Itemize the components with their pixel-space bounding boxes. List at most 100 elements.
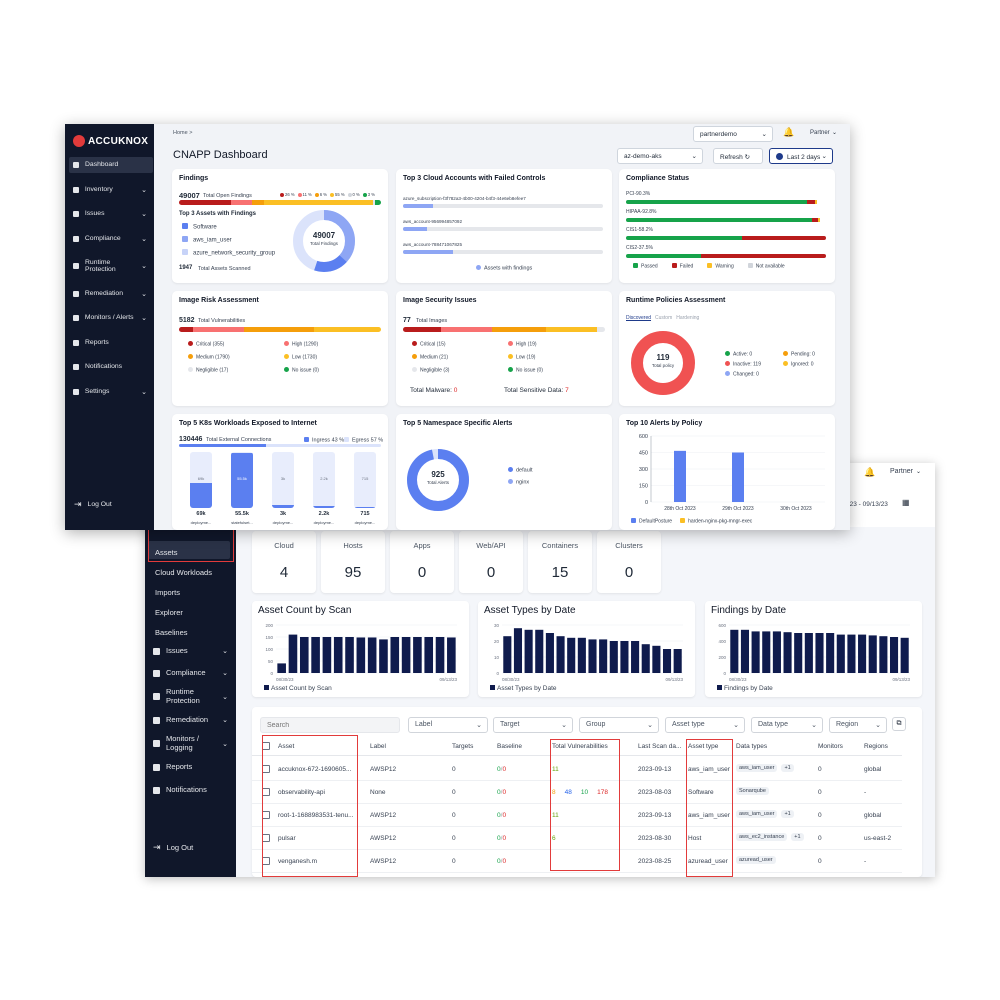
logout-icon: ⇥ bbox=[153, 841, 161, 852]
stat-value: 0 bbox=[417, 564, 427, 581]
filter-label[interactable]: Label ⌄ bbox=[408, 717, 488, 733]
user-menu[interactable]: Partner bbox=[810, 130, 830, 136]
sidebar-item-monitors-alerts[interactable]: Monitors / Alerts ⌄ bbox=[69, 310, 153, 326]
sidebar-subitem-imports[interactable]: Imports bbox=[155, 587, 181, 597]
sidebar-item-reports[interactable]: Reports bbox=[145, 756, 236, 778]
table-row[interactable]: pulsar AWSP12 0 0/0 6 2023-08-30 Host aws_ec2_i… bbox=[252, 828, 902, 850]
search-input[interactable] bbox=[260, 717, 400, 733]
filter-target[interactable]: Target ⌄ bbox=[493, 717, 573, 733]
table-row[interactable]: accuknox-672-1690605... AWSP12 0 0/0 11 2023-… bbox=[252, 759, 902, 781]
stat-card-apps[interactable]: Apps 0 bbox=[390, 531, 454, 593]
mini-bar-chart: 30 20 10 008/30/23 09/13/23 Asset Types by Da… bbox=[490, 623, 683, 692]
asset-name[interactable]: observability-api bbox=[278, 789, 325, 796]
row-checkbox[interactable] bbox=[262, 857, 270, 865]
column-header[interactable]: Asset type bbox=[688, 743, 719, 750]
filter-asset-type[interactable]: Asset type ⌄ bbox=[665, 717, 745, 733]
sidebar-item-remediation[interactable]: Remediation ⌄ bbox=[145, 709, 236, 731]
table-row[interactable]: observability-api None 0 0/0 8 48 10 178 2023-08… bbox=[252, 782, 902, 804]
runtime-tab-discovered[interactable]: Discovered bbox=[626, 315, 652, 321]
cluster-select[interactable]: az-demo-aks ⌄ bbox=[617, 148, 703, 164]
sidebar-subitem-assets[interactable]: Assets bbox=[155, 547, 178, 557]
user-menu[interactable]: Partner bbox=[890, 468, 913, 475]
workload-bar[interactable]: 69k bbox=[190, 452, 212, 508]
column-header[interactable]: Label bbox=[370, 743, 386, 750]
sidebar-item-settings[interactable]: Settings ⌄ bbox=[69, 384, 153, 400]
row-checkbox[interactable] bbox=[262, 765, 270, 773]
runtime-icon bbox=[153, 693, 160, 700]
column-header[interactable]: Targets bbox=[452, 743, 474, 750]
table-row[interactable]: venganesh.m AWSP12 0 0/0 2023-08-25 azuread_u… bbox=[252, 851, 902, 873]
stat-card-containers[interactable]: Containers 15 bbox=[528, 531, 592, 593]
workload-bar[interactable]: 2.2k bbox=[313, 452, 335, 508]
calendar-icon[interactable]: ▦ bbox=[902, 498, 910, 507]
severity-legend-item: Medium (21) bbox=[412, 354, 448, 361]
filter-region[interactable]: Region ⌄ bbox=[829, 717, 887, 733]
sidebar-item-dashboard[interactable]: Dashboard bbox=[69, 157, 153, 173]
stat-card-web-api[interactable]: Web/API 0 bbox=[459, 531, 523, 593]
stat-card-clusters[interactable]: Clusters 0 bbox=[597, 531, 661, 593]
column-header[interactable]: Last Scan da... bbox=[638, 743, 682, 750]
column-header[interactable]: Monitors bbox=[818, 743, 843, 750]
sidebar-item-compliance[interactable]: Compliance ⌄ bbox=[145, 662, 236, 684]
table-row[interactable]: root-1-1688983531-tenu... AWSP12 0 0/0 11 202… bbox=[252, 805, 902, 827]
tenant-select[interactable]: partnerdemo ⌄ bbox=[693, 126, 773, 142]
column-header[interactable]: Baseline bbox=[497, 743, 522, 750]
column-header[interactable]: Total Vulnerabilities bbox=[552, 743, 608, 750]
sidebar-item-issues[interactable]: Issues ⌄ bbox=[145, 640, 236, 662]
data-types-cell: aws_iam_user +1 bbox=[736, 810, 794, 818]
columns-icon[interactable]: ⧉ bbox=[892, 717, 906, 731]
filter-group[interactable]: Group ⌄ bbox=[579, 717, 659, 733]
logout-button[interactable]: ⇥ Log Out bbox=[153, 841, 194, 852]
sidebar-subitem-explorer[interactable]: Explorer bbox=[155, 607, 183, 617]
stat-card-cloud[interactable]: Cloud 4 bbox=[252, 531, 316, 593]
column-header[interactable]: Asset bbox=[278, 743, 295, 750]
sidebar-item-inventory[interactable]: Inventory ⌄ bbox=[69, 182, 153, 198]
workload-bar[interactable]: 55.5k bbox=[231, 452, 253, 508]
y-tick-label: 0 bbox=[645, 500, 648, 506]
asset-name[interactable]: venganesh.m bbox=[278, 858, 318, 865]
runtime-tab-hardening[interactable]: Hardening bbox=[676, 315, 700, 321]
workload-bar[interactable]: 3k bbox=[272, 452, 294, 508]
date-range[interactable]: 823 - 09/13/23 bbox=[846, 501, 888, 508]
breadcrumb[interactable]: Home > bbox=[173, 130, 193, 136]
date-range-select[interactable]: Last 2 days ⌄ bbox=[769, 148, 833, 164]
column-header[interactable]: Data types bbox=[736, 743, 768, 750]
cloud-account-name: aws_account-788471067825 bbox=[403, 242, 463, 247]
sidebar-item-issues[interactable]: Issues ⌄ bbox=[69, 206, 153, 222]
sidebar-item-reports[interactable]: Reports bbox=[69, 335, 153, 351]
row-checkbox[interactable] bbox=[262, 811, 270, 819]
asset-name[interactable]: root-1-1688983531-tenu... bbox=[278, 812, 354, 819]
sidebar-item-runtime-protection[interactable]: Runtime Protection ⌄ bbox=[145, 684, 236, 709]
column-header[interactable]: Regions bbox=[864, 743, 888, 750]
asset-name[interactable]: accuknox-672-1690605... bbox=[278, 766, 352, 773]
sidebar-item-notifications[interactable]: Notifications bbox=[69, 359, 153, 375]
sidebar-item-monitors-logging[interactable]: Monitors / Logging ⌄ bbox=[145, 731, 236, 756]
sidebar-item-compliance[interactable]: Compliance ⌄ bbox=[69, 231, 153, 247]
sidebar-item-runtime-protection[interactable]: Runtime Protection ⌄ bbox=[69, 255, 153, 277]
runtime-tab-custom[interactable]: Custom bbox=[655, 315, 673, 321]
bell-icon[interactable]: 🔔 bbox=[783, 127, 795, 137]
sidebar-item-remediation[interactable]: Remediation ⌄ bbox=[69, 286, 153, 302]
bar bbox=[333, 637, 343, 673]
sidebar-item-notifications[interactable]: Notifications bbox=[145, 778, 236, 803]
refresh-button[interactable]: Refresh ↻ bbox=[713, 148, 763, 164]
filter-data-type[interactable]: Data type ⌄ bbox=[751, 717, 823, 733]
row-checkbox[interactable] bbox=[262, 834, 270, 842]
select-all-checkbox[interactable] bbox=[262, 742, 270, 750]
bell-icon[interactable]: 🔔 bbox=[864, 467, 876, 477]
compliance-legend-item: Warning bbox=[707, 263, 734, 270]
logout-button[interactable]: ⇥ Log Out bbox=[74, 498, 112, 509]
sidebar-subitem-cloud-workloads[interactable]: Cloud Workloads bbox=[155, 567, 212, 577]
stat-card-hosts[interactable]: Hosts 95 bbox=[321, 531, 385, 593]
asset-name[interactable]: pulsar bbox=[278, 835, 296, 842]
severity-legend-item: Low (19) bbox=[508, 354, 535, 361]
y-tick-label: 600 bbox=[718, 623, 726, 628]
monitor-icon bbox=[153, 740, 160, 747]
egress-legend: Egress 57 % bbox=[344, 437, 383, 444]
workload-bar[interactable]: 715 bbox=[354, 452, 376, 508]
runtime-donut-label: Total policy bbox=[651, 363, 675, 368]
cloud-accounts-legend: Assets with findings bbox=[476, 265, 532, 272]
sidebar-item-assets-active[interactable] bbox=[148, 541, 230, 559]
row-checkbox[interactable] bbox=[262, 788, 270, 796]
sidebar-subitem-baselines[interactable]: Baselines bbox=[155, 627, 188, 637]
